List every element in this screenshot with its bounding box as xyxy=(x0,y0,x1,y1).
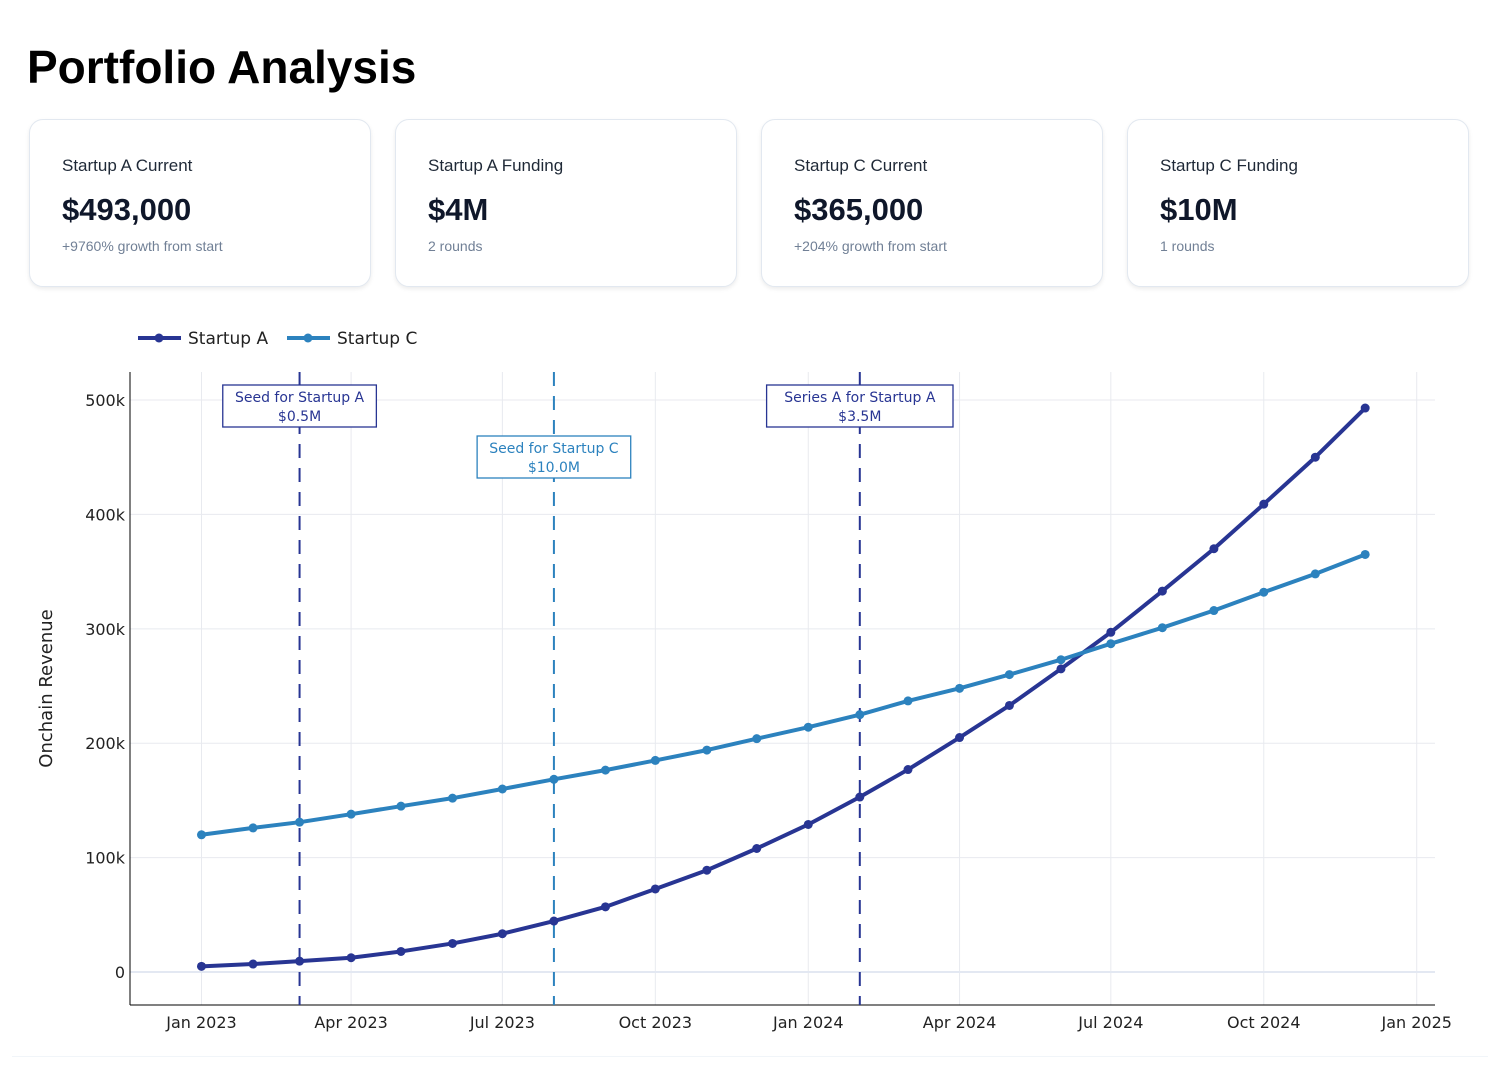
data-point xyxy=(1157,623,1167,633)
data-point xyxy=(248,959,258,969)
metric-card-startup-c-current: Startup C Current $365,000 +204% growth … xyxy=(761,119,1103,287)
data-point xyxy=(1209,544,1219,554)
data-point xyxy=(702,865,712,875)
data-point xyxy=(295,956,305,966)
data-point xyxy=(396,946,406,956)
data-point xyxy=(903,765,913,775)
event-annotation-box xyxy=(765,384,954,428)
y-tick-label: 500k xyxy=(85,391,126,410)
data-point xyxy=(955,733,965,743)
data-point xyxy=(1004,670,1014,680)
legend-label: Startup A xyxy=(188,329,268,349)
data-point xyxy=(1157,586,1167,596)
data-point xyxy=(752,843,762,853)
data-point xyxy=(497,784,507,794)
x-tick-label: Jul 2024 xyxy=(1077,1013,1143,1032)
data-point xyxy=(650,884,660,894)
card-subtext: 1 rounds xyxy=(1160,238,1215,254)
x-tick-label: Jan 2025 xyxy=(1380,1013,1451,1032)
data-point xyxy=(1360,403,1370,413)
x-tick-label: Jan 2023 xyxy=(165,1013,236,1032)
event-annotation-title: Seed for Startup A xyxy=(235,390,365,406)
legend-marker xyxy=(303,333,313,343)
card-label: Startup A Current xyxy=(62,156,193,175)
card-value: $4M xyxy=(428,192,489,227)
y-axis-title: Onchain Revenue xyxy=(36,609,57,767)
legend-label: Startup C xyxy=(337,329,417,349)
page-title: Portfolio Analysis xyxy=(27,41,417,93)
metric-card-startup-c-funding: Startup C Funding $10M 1 rounds xyxy=(1127,119,1469,287)
data-point xyxy=(196,830,206,840)
x-tick-label: Apr 2023 xyxy=(314,1013,387,1032)
data-point xyxy=(600,902,610,912)
data-point xyxy=(1004,700,1014,710)
data-point xyxy=(702,745,712,755)
y-tick-label: 0 xyxy=(115,963,125,982)
data-point xyxy=(955,683,965,693)
event-annotation-amount: $10.0M xyxy=(528,460,580,476)
series-line-startup-c xyxy=(201,552,1366,837)
event-annotation-box xyxy=(476,435,632,479)
divider xyxy=(12,1056,1488,1057)
legend-marker xyxy=(154,333,164,343)
metric-card-startup-a-funding: Startup A Funding $4M 2 rounds xyxy=(395,119,737,287)
data-point xyxy=(600,765,610,775)
x-tick-label: Oct 2023 xyxy=(619,1013,692,1032)
data-point xyxy=(448,938,458,948)
data-point xyxy=(248,823,258,833)
data-point xyxy=(448,793,458,803)
y-tick-label: 100k xyxy=(85,849,126,868)
data-point xyxy=(346,953,356,963)
data-point xyxy=(650,755,660,765)
metric-card-startup-a-current: Startup A Current $493,000 +9760% growth… xyxy=(29,119,371,287)
data-point xyxy=(855,792,865,802)
card-value: $10M xyxy=(1160,192,1238,227)
data-point xyxy=(346,809,356,819)
data-point xyxy=(1056,655,1066,665)
data-point xyxy=(855,710,865,720)
data-point xyxy=(1056,664,1066,674)
x-tick-label: Oct 2024 xyxy=(1227,1013,1300,1032)
data-point xyxy=(1106,639,1116,649)
data-point xyxy=(1259,587,1269,597)
data-point xyxy=(549,774,559,784)
card-label: Startup C Current xyxy=(794,156,928,175)
data-point xyxy=(803,722,813,732)
data-point xyxy=(1360,549,1370,559)
data-point xyxy=(1310,452,1320,462)
card-label: Startup A Funding xyxy=(428,156,564,175)
y-tick-label: 300k xyxy=(85,620,126,639)
data-point xyxy=(497,929,507,939)
data-point xyxy=(1106,627,1116,637)
data-point xyxy=(295,817,305,827)
card-value: $493,000 xyxy=(62,192,192,227)
card-subtext: +204% growth from start xyxy=(794,238,947,254)
event-annotation-title: Series A for Startup A xyxy=(784,390,936,406)
data-point xyxy=(1310,569,1320,579)
data-point xyxy=(396,801,406,811)
data-point xyxy=(903,696,913,706)
y-tick-label: 200k xyxy=(85,734,126,753)
card-subtext: 2 rounds xyxy=(428,238,483,254)
card-subtext: +9760% growth from start xyxy=(62,238,223,254)
data-point xyxy=(1209,606,1219,616)
x-tick-label: Jul 2023 xyxy=(469,1013,535,1032)
data-point xyxy=(1259,499,1269,509)
x-tick-label: Apr 2024 xyxy=(923,1013,996,1032)
x-tick-label: Jan 2024 xyxy=(772,1013,843,1032)
data-point xyxy=(549,916,559,926)
data-point xyxy=(803,819,813,829)
event-annotation-title: Seed for Startup C xyxy=(489,441,619,457)
y-tick-label: 400k xyxy=(85,505,126,524)
series-line-startup-a xyxy=(201,406,1367,969)
card-value: $365,000 xyxy=(794,192,924,227)
event-annotation-amount: $0.5M xyxy=(278,409,321,425)
card-label: Startup C Funding xyxy=(1160,156,1298,175)
revenue-line-chart: Jan 2023 Apr 2023 Jul 2023 Oct 2023 Jan 2024… xyxy=(36,329,1452,1032)
data-point xyxy=(196,961,206,971)
event-annotation-box xyxy=(222,384,378,428)
event-annotation-amount: $3.5M xyxy=(838,409,881,425)
data-point xyxy=(752,734,762,744)
